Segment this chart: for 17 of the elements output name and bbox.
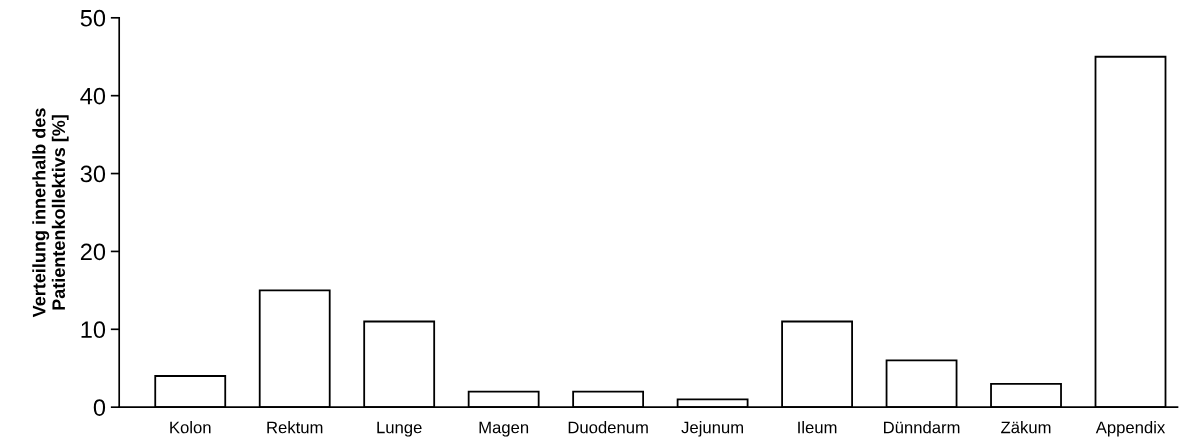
x-tick-label: Rektum [267,421,323,434]
y-tick-label: 40 [80,87,106,105]
x-tick-label: Kolon [170,421,211,434]
y-axis-title: Verteilung innerhalb des Patientenkollektivs [%] [32,108,69,318]
y-tick-label: 20 [80,243,106,261]
x-tick-label: Dünndarm [884,421,960,434]
x-tick-label: Lunge [377,421,422,437]
x-tick-label: Magen [479,421,529,437]
y-tick-label: 10 [81,321,106,339]
x-tick-label: Zäkum [1001,421,1051,434]
y-tick-label: 0 [93,399,106,416]
y-tick-label: 50 [80,9,106,27]
x-tick-label: Duodenum [568,421,648,434]
y-tick-label: 30 [80,165,106,183]
x-tick-label: Jejunum [681,421,744,437]
x-tick-label: Appendix [1095,421,1166,437]
x-tick-label: Ileum [798,421,837,434]
